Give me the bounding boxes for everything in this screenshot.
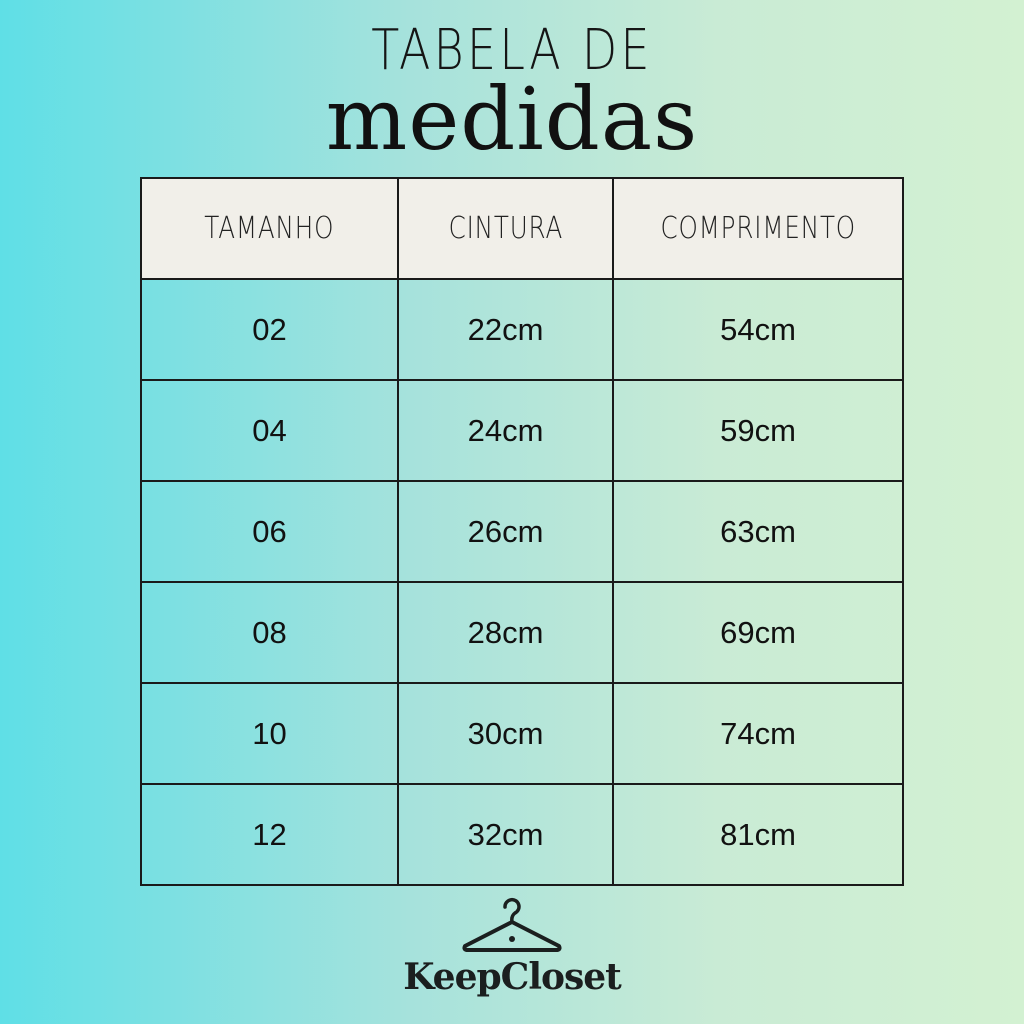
table-header-row: TAMANHO CINTURA COMPRIMENTO — [140, 177, 904, 280]
table-row: 02 22cm 54cm — [140, 278, 904, 381]
cell-length: 63cm — [612, 480, 904, 583]
brand-name: KeepCloset — [403, 956, 622, 998]
table-row: 08 28cm 69cm — [140, 581, 904, 684]
header-cintura: CINTURA — [397, 177, 614, 280]
cell-size: 12 — [140, 783, 399, 886]
cell-size: 02 — [140, 278, 399, 381]
title-line-2: medidas — [325, 70, 699, 170]
cell-size: 10 — [140, 682, 399, 785]
cell-length: 74cm — [612, 682, 904, 785]
cell-waist: 22cm — [397, 278, 614, 381]
table-row: 06 26cm 63cm — [140, 480, 904, 583]
cell-length: 81cm — [612, 783, 904, 886]
header-tamanho: TAMANHO — [140, 177, 399, 280]
cell-length: 59cm — [612, 379, 904, 482]
cell-waist: 24cm — [397, 379, 614, 482]
cell-waist: 26cm — [397, 480, 614, 583]
size-table: TAMANHO CINTURA COMPRIMENTO 02 22cm 54cm 04… — [140, 177, 904, 886]
table-row: 10 30cm 74cm — [140, 682, 904, 785]
table-row: 04 24cm 59cm — [140, 379, 904, 482]
cell-waist: 32cm — [397, 783, 614, 886]
cell-size: 04 — [140, 379, 399, 482]
brand-logo: KeepCloset — [402, 893, 622, 998]
cell-size: 06 — [140, 480, 399, 583]
title-line-1: TABELA DE — [371, 18, 653, 83]
cell-waist: 30cm — [397, 682, 614, 785]
cell-length: 54cm — [612, 278, 904, 381]
cell-length: 69cm — [612, 581, 904, 684]
hanger-icon — [462, 897, 562, 952]
table-row: 12 32cm 81cm — [140, 783, 904, 886]
cell-waist: 28cm — [397, 581, 614, 684]
cell-size: 08 — [140, 581, 399, 684]
header-comprimento: COMPRIMENTO — [612, 177, 904, 280]
